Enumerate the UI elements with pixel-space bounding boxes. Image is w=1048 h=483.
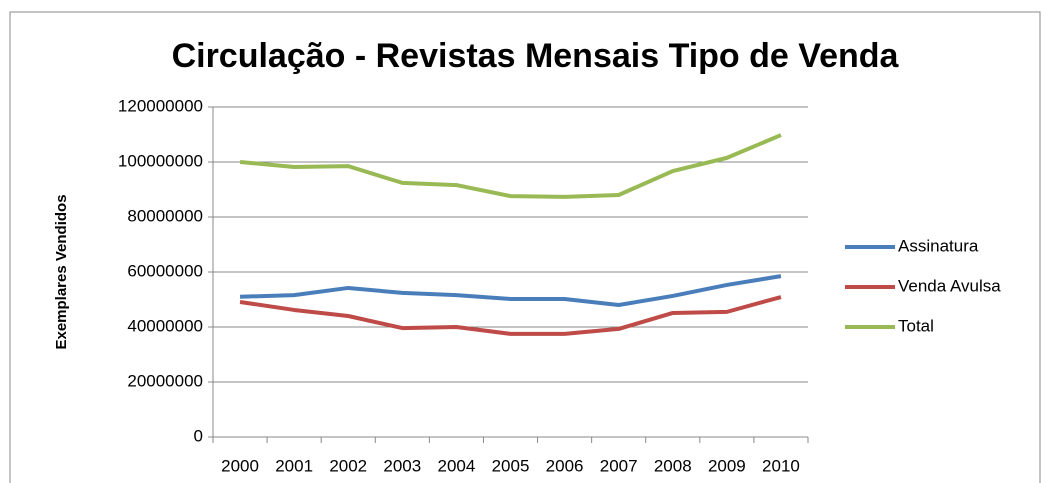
y-tick-label: 40000000 xyxy=(127,316,203,335)
x-tick-label: 2003 xyxy=(383,456,421,475)
chart-title: Circulação - Revistas Mensais Tipo de Ve… xyxy=(172,37,900,75)
y-tick-label: 0 xyxy=(194,426,203,445)
y-tick-label: 100000000 xyxy=(118,151,203,170)
series-line xyxy=(239,133,782,199)
x-tick-label: 2009 xyxy=(708,456,746,475)
y-tick-label: 60000000 xyxy=(127,261,203,280)
legend-label: Assinatura xyxy=(898,236,979,255)
x-tick-label: 2002 xyxy=(329,456,367,475)
y-tick-label: 120000000 xyxy=(118,96,203,115)
x-tick-label: 2010 xyxy=(762,456,800,475)
x-tick-label: 2008 xyxy=(654,456,692,475)
y-tick-label: 80000000 xyxy=(127,206,203,225)
y-tick-label: 20000000 xyxy=(127,371,203,390)
legend-label: Total xyxy=(898,316,934,335)
x-tick-label: 2006 xyxy=(546,456,584,475)
x-tick-label: 2007 xyxy=(600,456,638,475)
x-tick-label: 2004 xyxy=(437,456,475,475)
x-tick-label: 2005 xyxy=(492,456,530,475)
x-tick-label: 2001 xyxy=(275,456,313,475)
legend-label: Venda Avulsa xyxy=(898,276,1001,295)
series-line xyxy=(239,274,782,307)
series-line xyxy=(239,295,782,336)
y-axis-label: Exemplares Vendidos xyxy=(53,194,70,349)
x-tick-label: 2000 xyxy=(221,456,259,475)
